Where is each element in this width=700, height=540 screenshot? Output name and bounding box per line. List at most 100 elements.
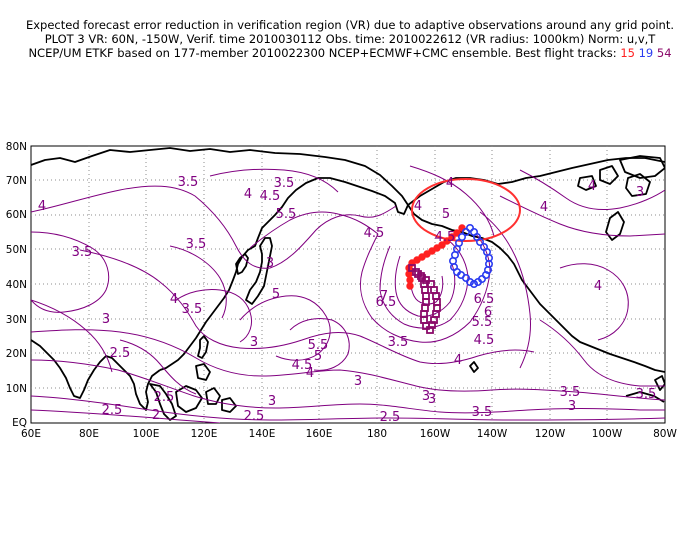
- track-15-point: [448, 233, 456, 241]
- contour-label: 4.5: [260, 189, 281, 204]
- title-line-3-text: NCEP/UM ETKF based on 177-member 2010022…: [28, 46, 617, 60]
- track-19-point: [473, 277, 482, 286]
- contour-label: 4: [414, 199, 422, 214]
- contour-label: 3: [250, 335, 258, 350]
- lat-label-60N: 60N: [6, 209, 27, 221]
- flight-track-19: [448, 224, 493, 288]
- track-15-point: [406, 276, 414, 284]
- lon-label-180: 180: [367, 428, 387, 440]
- track-54-point: [422, 276, 430, 284]
- contour-label: 4.5: [364, 226, 385, 241]
- track-15-label: 15: [620, 46, 635, 60]
- track-19-point: [457, 233, 466, 242]
- contour-label: 2.5: [110, 346, 131, 361]
- contour-label: 4: [306, 366, 314, 381]
- contour-label: 3.5: [472, 405, 493, 420]
- track-54-label: 54: [656, 46, 672, 60]
- lon-label-80E: 80E: [79, 428, 99, 440]
- contour-label: 4: [446, 176, 454, 191]
- contour-label: 5.5: [276, 207, 297, 222]
- contour-label: 3: [422, 389, 430, 404]
- lon-label-160E: 160E: [306, 428, 333, 440]
- contour-label: 4.5: [292, 358, 313, 373]
- lon-label-100E: 100E: [133, 428, 160, 440]
- contour-label: 4.5: [435, 230, 456, 245]
- lon-label-140W: 140W: [477, 428, 508, 440]
- contour-label: 3: [428, 392, 436, 407]
- contour-label: 3: [102, 312, 110, 327]
- verification-region-circle: [411, 178, 521, 242]
- contour-label: 4: [38, 199, 46, 214]
- contour-label: 2: [152, 408, 160, 423]
- track-54-point: [426, 326, 434, 334]
- contour-label: 3.5: [186, 237, 207, 252]
- contour-label: 2.5: [244, 409, 265, 424]
- contour-label: 3: [266, 256, 274, 271]
- contour-label: 4.5: [474, 333, 495, 348]
- contour-label: 7: [380, 289, 388, 304]
- title-line-2: PLOT 3 VR: 60N, -150W, Verif. time 20100…: [44, 32, 656, 46]
- lat-label-40N: 40N: [6, 279, 27, 291]
- title-line-3: NCEP/UM ETKF based on 177-member 2010022…: [0, 46, 700, 60]
- contour-label: 3: [354, 374, 362, 389]
- longitude-labels: 60E 80E 100E 120E 140E 160E 180 160W 140W 120W 100…: [21, 428, 677, 440]
- lon-label-80W: 80W: [653, 428, 677, 440]
- contour-lines: [31, 165, 665, 423]
- track-54-point: [408, 264, 416, 272]
- track-19-point: [475, 238, 484, 247]
- contour-label: 3: [268, 394, 276, 409]
- flight-track-54: [408, 264, 441, 334]
- title-line-1: Expected forecast error reduction in ver…: [25, 18, 675, 32]
- track-19-point: [465, 277, 474, 286]
- lon-label-100W: 100W: [592, 428, 623, 440]
- lat-label-20N: 20N: [6, 348, 27, 360]
- lat-label-EQ: EQ: [12, 417, 27, 429]
- contour-label: 5.5: [308, 338, 329, 353]
- lon-label-160W: 160W: [420, 428, 451, 440]
- track-19-point: [461, 228, 470, 237]
- lat-label-70N: 70N: [6, 175, 27, 187]
- contour-label: 5: [272, 287, 280, 302]
- flight-track-15: [405, 224, 466, 290]
- contour-label: 5: [314, 349, 322, 364]
- lat-label-80N: 80N: [6, 141, 27, 153]
- track-15-point: [453, 229, 461, 237]
- contour-label: 2.5: [154, 390, 175, 405]
- contour-label: 5: [442, 207, 450, 222]
- contour-label: 3.5: [178, 175, 199, 190]
- contour-label: 3.5: [72, 245, 93, 260]
- contour-label: 3.5: [274, 176, 295, 191]
- track-19-point: [481, 270, 490, 279]
- contour-label: 3.5: [560, 385, 581, 400]
- contour-label: 4: [244, 187, 252, 202]
- contour-label: 5.5: [472, 315, 493, 330]
- contour-label: 3.5: [636, 387, 657, 402]
- track-19-point: [469, 279, 478, 288]
- contour-label: 4: [594, 279, 602, 294]
- track-54-point: [418, 274, 426, 282]
- contour-label: 4: [588, 179, 596, 194]
- contour-label: 2.5: [380, 410, 401, 425]
- track-15-point: [443, 237, 451, 245]
- contour-label: 3: [568, 399, 576, 414]
- track-54-point: [430, 316, 438, 324]
- track-19-point: [454, 239, 463, 248]
- lat-label-10N: 10N: [6, 383, 27, 395]
- contour-label: 6.5: [376, 295, 397, 310]
- latitude-labels: 80N 70N 60N 50N 40N 30N 20N 10N EQ: [6, 141, 27, 429]
- track-19-point: [465, 224, 474, 233]
- contour-label: 6: [484, 305, 492, 320]
- contour-label: 3.5: [388, 335, 409, 350]
- track-54-point: [414, 270, 422, 278]
- lon-label-120E: 120E: [191, 428, 218, 440]
- contour-label: 2.5: [102, 403, 123, 418]
- track-15-point: [406, 282, 414, 290]
- lat-label-50N: 50N: [6, 244, 27, 256]
- contour-label: 4: [454, 353, 462, 368]
- contour-label: 6.5: [474, 292, 495, 307]
- lon-label-120W: 120W: [535, 428, 566, 440]
- lon-label-140E: 140E: [249, 428, 276, 440]
- track-19-label: 19: [638, 46, 654, 60]
